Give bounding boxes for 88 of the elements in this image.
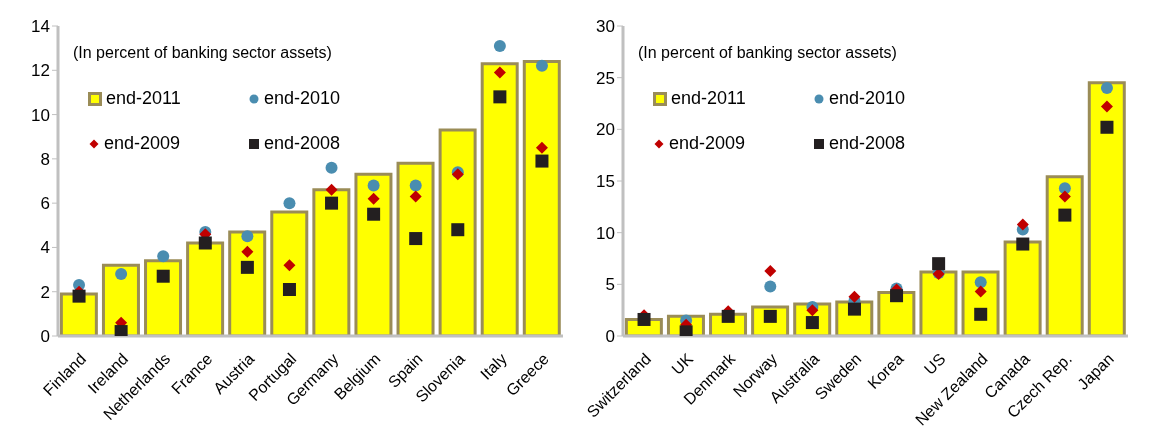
- y-tick-label: 25: [596, 68, 615, 88]
- point: [1100, 120, 1114, 134]
- point: [535, 141, 548, 154]
- point: [1016, 218, 1029, 231]
- point: [409, 190, 422, 203]
- annotation: (In percent of banking sector assets): [638, 44, 897, 62]
- bar: [1087, 81, 1126, 336]
- legend-label: end-2009: [669, 133, 746, 154]
- point: [451, 223, 465, 237]
- y-tick-label: 30: [596, 17, 615, 37]
- point: [367, 192, 380, 205]
- y-tick-label: 14: [31, 17, 50, 37]
- bar: [877, 291, 916, 336]
- bar: [480, 62, 519, 336]
- y-tick-label: 10: [31, 105, 50, 125]
- bar: [186, 241, 225, 336]
- point: [283, 197, 296, 210]
- point: [974, 307, 988, 321]
- bar: [228, 230, 267, 336]
- bar: [438, 128, 477, 336]
- point: [325, 161, 338, 174]
- point: [115, 268, 128, 280]
- bar: [270, 210, 309, 336]
- point: [157, 250, 170, 263]
- bar: [1045, 175, 1084, 336]
- bar: [354, 172, 393, 336]
- point: [409, 232, 423, 246]
- point: [282, 283, 296, 296]
- point: [1100, 82, 1113, 94]
- point: [241, 230, 254, 243]
- legend-label: end-2008: [264, 133, 341, 154]
- bar: [312, 188, 351, 336]
- point: [890, 289, 904, 303]
- point: [72, 289, 86, 303]
- legend-label: end-2011: [671, 88, 746, 109]
- point: [240, 260, 254, 274]
- point: [325, 183, 338, 196]
- y-tick-label: 5: [605, 275, 615, 295]
- legend-label: end-2008: [829, 133, 906, 154]
- point: [764, 280, 777, 293]
- point: [974, 285, 987, 298]
- bar: [919, 270, 958, 336]
- point: [493, 66, 506, 79]
- y-tick-label: 0: [40, 327, 50, 347]
- point: [637, 312, 651, 326]
- point: [932, 257, 946, 271]
- annotation: (In percent of banking sector assets): [73, 44, 332, 62]
- point: [535, 154, 549, 168]
- point: [1058, 190, 1071, 203]
- bar: [59, 292, 98, 336]
- y-tick-label: 12: [31, 61, 50, 81]
- point: [1100, 100, 1113, 113]
- point: [535, 59, 548, 72]
- x-tick-label: Italy: [477, 350, 510, 383]
- point: [367, 207, 381, 221]
- y-tick-label: 15: [596, 172, 615, 192]
- point: [325, 196, 339, 210]
- y-tick-label: 4: [40, 238, 50, 258]
- bar: [522, 59, 561, 336]
- point: [241, 245, 254, 258]
- legend-label: end-2011: [106, 88, 181, 109]
- point: [847, 302, 861, 316]
- point: [721, 309, 735, 323]
- legend-label: end-2009: [104, 133, 181, 154]
- point: [198, 236, 212, 250]
- y-tick-label: 6: [40, 194, 50, 214]
- point: [493, 90, 507, 104]
- point: [848, 290, 861, 303]
- legend-label: end-2010: [264, 88, 341, 109]
- point: [1016, 237, 1030, 251]
- point: [367, 179, 380, 192]
- bar: [1003, 240, 1042, 336]
- bar: [144, 259, 183, 336]
- point: [156, 269, 170, 283]
- bar: [396, 161, 435, 336]
- point: [409, 179, 422, 192]
- y-tick-label: 2: [40, 282, 50, 302]
- y-tick-label: 20: [596, 120, 615, 140]
- point: [114, 325, 128, 336]
- y-tick-label: 8: [40, 149, 50, 169]
- point: [974, 276, 987, 289]
- point: [493, 39, 506, 52]
- point: [283, 259, 296, 272]
- legend-label: end-2010: [829, 88, 906, 109]
- point: [764, 264, 777, 277]
- y-tick-label: 10: [596, 223, 615, 243]
- point: [1058, 208, 1072, 222]
- y-tick-label: 0: [605, 327, 615, 347]
